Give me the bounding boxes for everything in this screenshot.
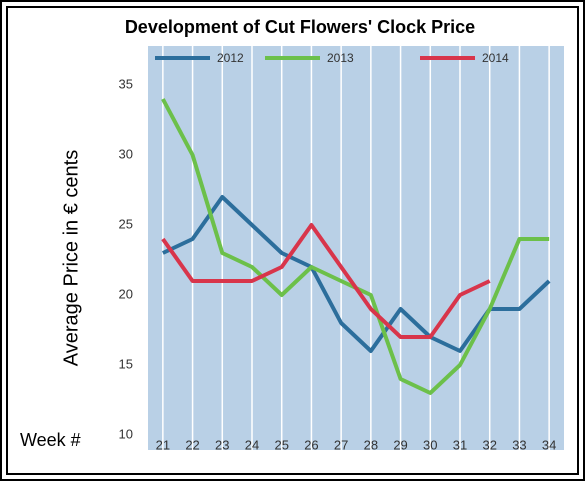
y-tick-label: 10 [119,426,133,441]
y-tick-label: 30 [119,146,133,161]
plot-area [148,46,564,450]
y-tick-label: 20 [119,286,133,301]
x-tick-label: 30 [423,437,437,452]
x-axis-label: Week # [20,430,81,450]
x-tick-label: 25 [274,437,288,452]
x-tick-label: 22 [185,437,199,452]
x-tick-label: 28 [364,437,378,452]
x-tick-label: 23 [215,437,229,452]
x-tick-label: 21 [156,437,170,452]
legend-label: 2013 [327,51,354,65]
x-tick-label: 24 [245,437,259,452]
x-tick-label: 34 [542,437,556,452]
x-tick-label: 31 [453,437,467,452]
chart-title: Development of Cut Flowers' Clock Price [125,17,475,37]
x-tick-label: 33 [512,437,526,452]
y-tick-label: 25 [119,216,133,231]
x-tick-label: 26 [304,437,318,452]
x-tick-label: 27 [334,437,348,452]
series-line [161,223,491,339]
inner-border [6,6,579,475]
x-tick-label: 32 [482,437,496,452]
y-tick-label: 35 [119,76,133,91]
y-axis-label: Average Price in € cents [60,150,82,366]
legend-label: 2012 [217,51,244,65]
x-tick-label: 29 [393,437,407,452]
legend-label: 2014 [482,51,509,65]
y-tick-label: 15 [119,356,133,371]
